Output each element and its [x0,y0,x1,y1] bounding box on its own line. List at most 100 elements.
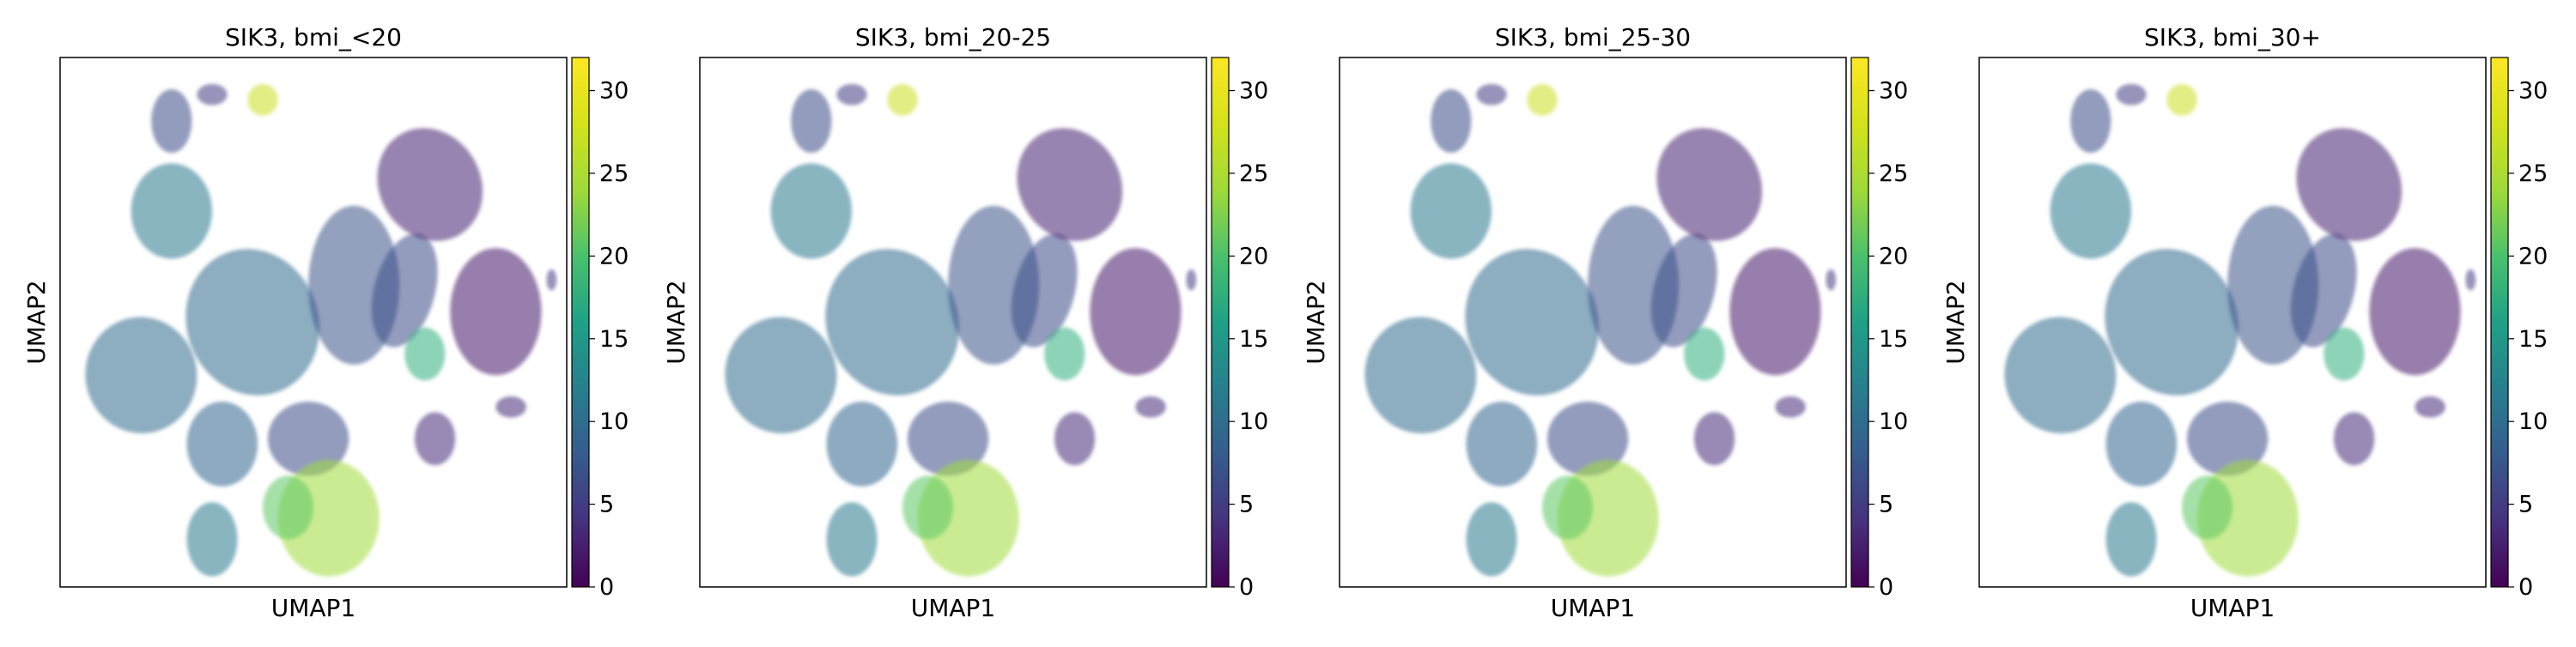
cell-cluster-15 [495,396,526,418]
plot-frame [1339,57,1847,588]
cell-cluster-9 [907,402,989,476]
cell-cluster-12 [2116,83,2147,106]
cell-cluster-9 [1546,402,1629,476]
cell-cluster-16 [186,502,238,577]
cell-cluster-1 [2105,249,2239,396]
cell-cluster-3 [1650,233,1717,348]
umap-panel-4: SIK3, bmi_30+ UMAP1 UMAP2 0 5 10 15 20 25 30 [1941,23,2548,622]
cell-cluster-18 [1542,475,1593,540]
colorbar-tick-label: 5 [1879,492,1893,518]
umap-panel-2: SIK3, bmi_20-25 UMAP1 UMAP2 0 5 10 15 20 25 30 [662,23,1268,622]
cell-cluster-6 [1410,163,1492,259]
colorbar [572,57,589,587]
cell-cluster-18 [263,475,313,540]
plot-frame [699,57,1207,588]
colorbar-tick-label: 15 [599,326,629,353]
scatter-points [1364,83,1837,577]
cell-cluster-1 [185,249,320,396]
panel-title: SIK3, bmi_25-30 [1495,23,1691,51]
colorbar-tick-label: 0 [599,574,614,601]
colorbar [1851,57,1868,587]
colorbar-tick-label: 25 [1879,160,1908,187]
colorbar-tick-label: 0 [1879,574,1893,601]
colorbar-frame [1211,57,1230,588]
cell-cluster-8 [1466,402,1538,487]
cell-cluster-15 [1775,396,1806,418]
umap-panel-3: SIK3, bmi_25-30 UMAP1 UMAP2 0 5 10 15 20 25 30 [1302,23,1908,622]
panel-title: SIK3, bmi_30+ [2144,23,2321,51]
cell-cluster-19 [1826,269,1837,291]
x-axis-label: UMAP1 [911,594,996,622]
cell-cluster-16 [826,502,878,577]
cell-cluster-11 [791,89,832,154]
colorbar-tick-label: 5 [2518,492,2533,518]
scatter-points [2004,83,2476,577]
cell-cluster-6 [2050,163,2131,259]
colorbar-tick-label: 10 [1239,408,1268,435]
cell-cluster-8 [186,402,258,487]
cell-cluster-6 [131,163,212,259]
colorbar-tick-label: 20 [1879,243,1908,269]
colorbar-tick-label: 15 [2518,326,2548,353]
colorbar-tick-label: 15 [1879,326,1908,353]
x-axis-label: UMAP1 [271,594,356,622]
cell-cluster-8 [2105,402,2178,487]
cell-cluster-10 [404,327,446,381]
cell-cluster-12 [1476,83,1507,106]
colorbar-frame [1850,57,1869,588]
cell-cluster-1 [1465,249,1600,396]
cell-cluster-4 [1656,128,1763,241]
colorbar-tick-label: 30 [1879,78,1908,105]
colorbar-tick-label: 10 [599,408,629,435]
cell-cluster-5 [2369,248,2461,376]
cell-cluster-7 [2004,317,2117,433]
cell-cluster-6 [770,163,852,259]
cell-cluster-8 [826,402,898,487]
colorbar-frame [2490,57,2509,588]
cell-cluster-19 [2465,269,2476,291]
scatter-points [725,83,1197,577]
y-axis-label: UMAP2 [1941,280,1970,365]
colorbar-tick-label: 0 [1239,574,1254,601]
umap-panel-1: SIK3, bmi_<20 UMAP1 UMAP2 0 5 10 15 20 25 30 [22,23,629,622]
cell-cluster-13 [247,83,278,116]
cell-cluster-13 [2166,83,2197,116]
colorbar [1212,57,1229,587]
colorbar-frame [571,57,590,588]
colorbar-tick-label: 10 [2518,408,2548,435]
colorbar-tick-label: 5 [599,492,614,518]
plot-frame [1978,57,2487,588]
colorbar-tick-label: 25 [2518,160,2548,187]
panel-title: SIK3, bmi_<20 [225,23,402,51]
cell-cluster-12 [197,83,228,106]
y-axis-label: UMAP2 [22,280,51,365]
cell-cluster-4 [377,128,483,241]
cell-cluster-13 [1527,83,1558,116]
colorbar-tick-label: 30 [599,78,629,105]
colorbar-tick-label: 25 [599,160,629,187]
cell-cluster-11 [2070,89,2111,154]
cell-cluster-5 [1090,248,1182,376]
y-axis-label: UMAP2 [662,280,690,365]
cell-cluster-7 [725,317,837,433]
cell-cluster-18 [902,475,953,540]
cell-cluster-16 [1466,502,1517,577]
cell-cluster-14 [415,412,456,466]
colorbar-tick-label: 0 [2518,574,2533,601]
cell-cluster-16 [2105,502,2157,577]
cell-cluster-10 [1044,327,1085,381]
cell-cluster-9 [2186,402,2269,476]
cell-cluster-7 [1364,317,1477,433]
plot-frame [59,57,568,588]
cell-cluster-3 [1011,233,1078,348]
cell-cluster-5 [1729,248,1821,376]
colorbar-tick-label: 5 [1239,492,1254,518]
colorbar-tick-label: 25 [1239,160,1268,187]
cell-cluster-14 [1054,412,1096,466]
colorbar-tick-label: 20 [2518,243,2548,269]
cell-cluster-4 [2296,128,2403,241]
cell-cluster-4 [1017,128,1123,241]
cell-cluster-19 [1186,269,1197,291]
